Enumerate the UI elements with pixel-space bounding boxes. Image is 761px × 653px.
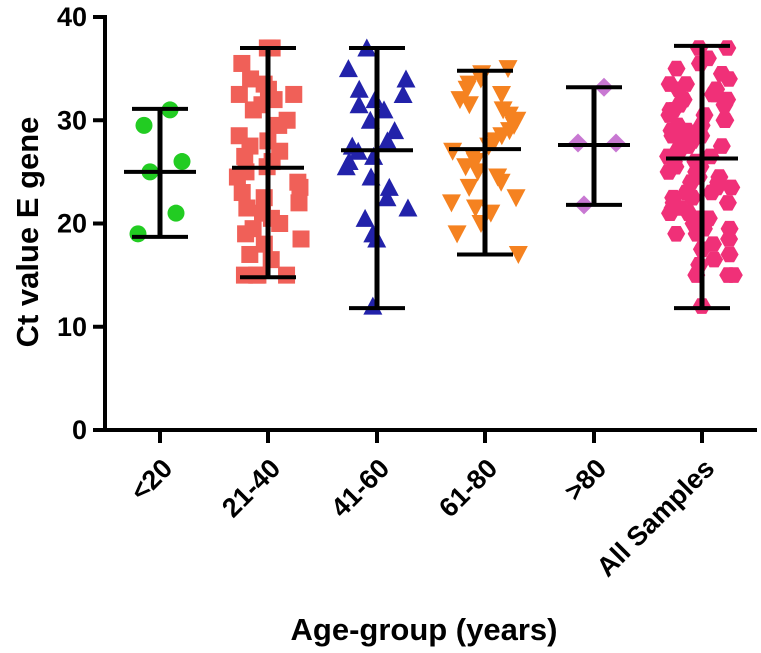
data-point: [241, 245, 259, 263]
data-point: [338, 59, 358, 78]
data-point: [228, 168, 246, 186]
data-point: [291, 178, 309, 196]
data-point: [244, 101, 262, 119]
data-point: [377, 188, 397, 207]
data-point: [393, 84, 413, 103]
data-point: [667, 60, 686, 77]
data-point: [459, 96, 479, 115]
x-tick-label: 41-60: [325, 453, 395, 523]
data-point: [500, 122, 520, 141]
data-point: [702, 184, 721, 201]
data-point: [447, 225, 467, 244]
data-point: [703, 86, 722, 103]
data-point: [722, 179, 741, 196]
data-point: [606, 133, 626, 153]
x-tick-label: <20: [125, 453, 179, 507]
data-point: [270, 116, 288, 134]
y-tick-label: 10: [57, 312, 87, 342]
data-point: [355, 208, 375, 227]
data-point: [718, 40, 737, 56]
data-point: [238, 199, 256, 217]
data-point: [715, 97, 734, 113]
y-tick-label: 40: [57, 2, 87, 32]
data-point: [712, 138, 731, 154]
data-point: [236, 147, 254, 165]
data-point: [242, 70, 260, 88]
data-point: [377, 131, 397, 150]
data-point: [336, 157, 356, 176]
data-point: [491, 173, 511, 192]
data-point: [292, 230, 310, 248]
errorbar-layer: [124, 43, 738, 311]
data-point: [135, 116, 153, 134]
data-point: [237, 225, 255, 243]
data-point: [450, 91, 470, 110]
data-point: [459, 178, 479, 197]
data-point: [456, 158, 476, 177]
data-point: [568, 133, 588, 153]
data-point: [349, 79, 369, 98]
data-point: [271, 215, 289, 232]
data-point: [720, 246, 739, 263]
data-point: [720, 231, 739, 247]
data-layer: [129, 38, 743, 315]
data-point: [683, 189, 702, 206]
x-tick-label: 61-80: [433, 453, 503, 523]
data-point: [661, 205, 679, 221]
data-point: [499, 106, 519, 125]
data-point: [385, 121, 405, 140]
data-point: [285, 85, 303, 103]
data-point: [492, 85, 512, 104]
data-point: [235, 266, 253, 284]
data-point: [508, 245, 528, 264]
data-point: [471, 215, 491, 233]
x-tick-label: >80: [559, 453, 613, 507]
data-point: [262, 251, 280, 269]
data-point: [396, 69, 416, 88]
data-point: [465, 199, 485, 218]
data-point: [716, 112, 735, 128]
data-point: [705, 251, 724, 268]
data-point: [278, 266, 296, 284]
data-point: [443, 142, 463, 161]
data-point: [718, 195, 737, 211]
data-point: [249, 266, 267, 284]
data-point: [441, 194, 461, 213]
data-point: [506, 189, 526, 208]
data-point: [173, 153, 191, 171]
y-tick-label: 30: [57, 105, 87, 135]
data-point: [659, 164, 678, 180]
data-point: [290, 194, 308, 212]
data-point: [719, 267, 738, 283]
data-point: [349, 95, 369, 114]
data-point: [230, 85, 248, 103]
data-point: [167, 204, 185, 222]
data-point: [379, 177, 399, 196]
data-point: [667, 226, 686, 242]
data-point: [233, 54, 251, 72]
data-point: [719, 71, 738, 87]
y-tick-label: 0: [72, 415, 87, 445]
y-tick-label: 20: [57, 209, 87, 239]
data-point: [233, 184, 251, 202]
data-point: [398, 198, 418, 217]
x-axis-title: Age-group (years): [291, 612, 558, 647]
data-point: [129, 225, 147, 243]
data-point: [465, 153, 485, 172]
x-tick-label: 21-40: [216, 453, 286, 523]
data-point: [457, 80, 477, 99]
y-axis-title: Ct value E gene: [10, 117, 45, 348]
